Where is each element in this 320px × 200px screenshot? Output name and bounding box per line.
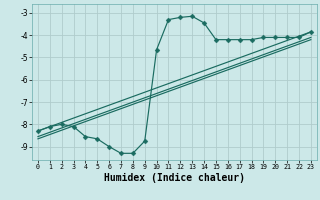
X-axis label: Humidex (Indice chaleur): Humidex (Indice chaleur)	[104, 173, 245, 183]
